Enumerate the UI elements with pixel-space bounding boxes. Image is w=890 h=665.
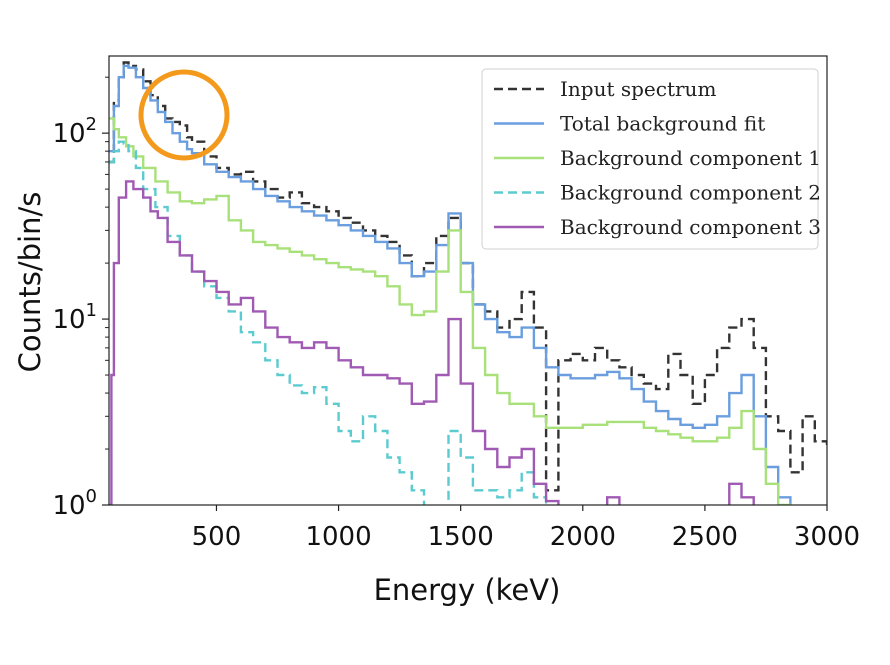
- legend-box: [481, 68, 819, 250]
- series-line-1: [109, 61, 827, 492]
- y-tick-label: 102: [52, 114, 97, 149]
- series-line-4: [109, 140, 548, 505]
- legend: Input spectrum Total background fit Backgr…: [481, 68, 821, 250]
- plot-frame: [108, 55, 828, 506]
- x-tick-label: 3000: [794, 522, 860, 552]
- legend-label-3: Background component 1: [560, 146, 821, 170]
- highlight-circle-annotation: [138, 69, 230, 161]
- legend-label-2: Total background fit: [560, 112, 765, 136]
- legend-label-5: Background component 3: [560, 215, 821, 239]
- y-tick-label: 101: [52, 300, 97, 335]
- x-axis-title: Energy (keV): [374, 573, 561, 607]
- series-line-2: [109, 64, 792, 505]
- x-tick-label: 1500: [428, 522, 494, 552]
- x-tick-label: 2500: [672, 522, 738, 552]
- series-line-5: [109, 180, 755, 505]
- x-tick-label: 500: [192, 522, 242, 552]
- series-line-3: [109, 117, 792, 505]
- y-axis-title: Counts/bin/s: [13, 192, 47, 373]
- legend-label-4: Background component 2: [560, 181, 821, 205]
- legend-label-1: Input spectrum: [560, 77, 716, 101]
- x-tick-label: 2000: [550, 522, 616, 552]
- y-tick-label: 100: [52, 486, 97, 521]
- x-tick-label: 1000: [305, 522, 371, 552]
